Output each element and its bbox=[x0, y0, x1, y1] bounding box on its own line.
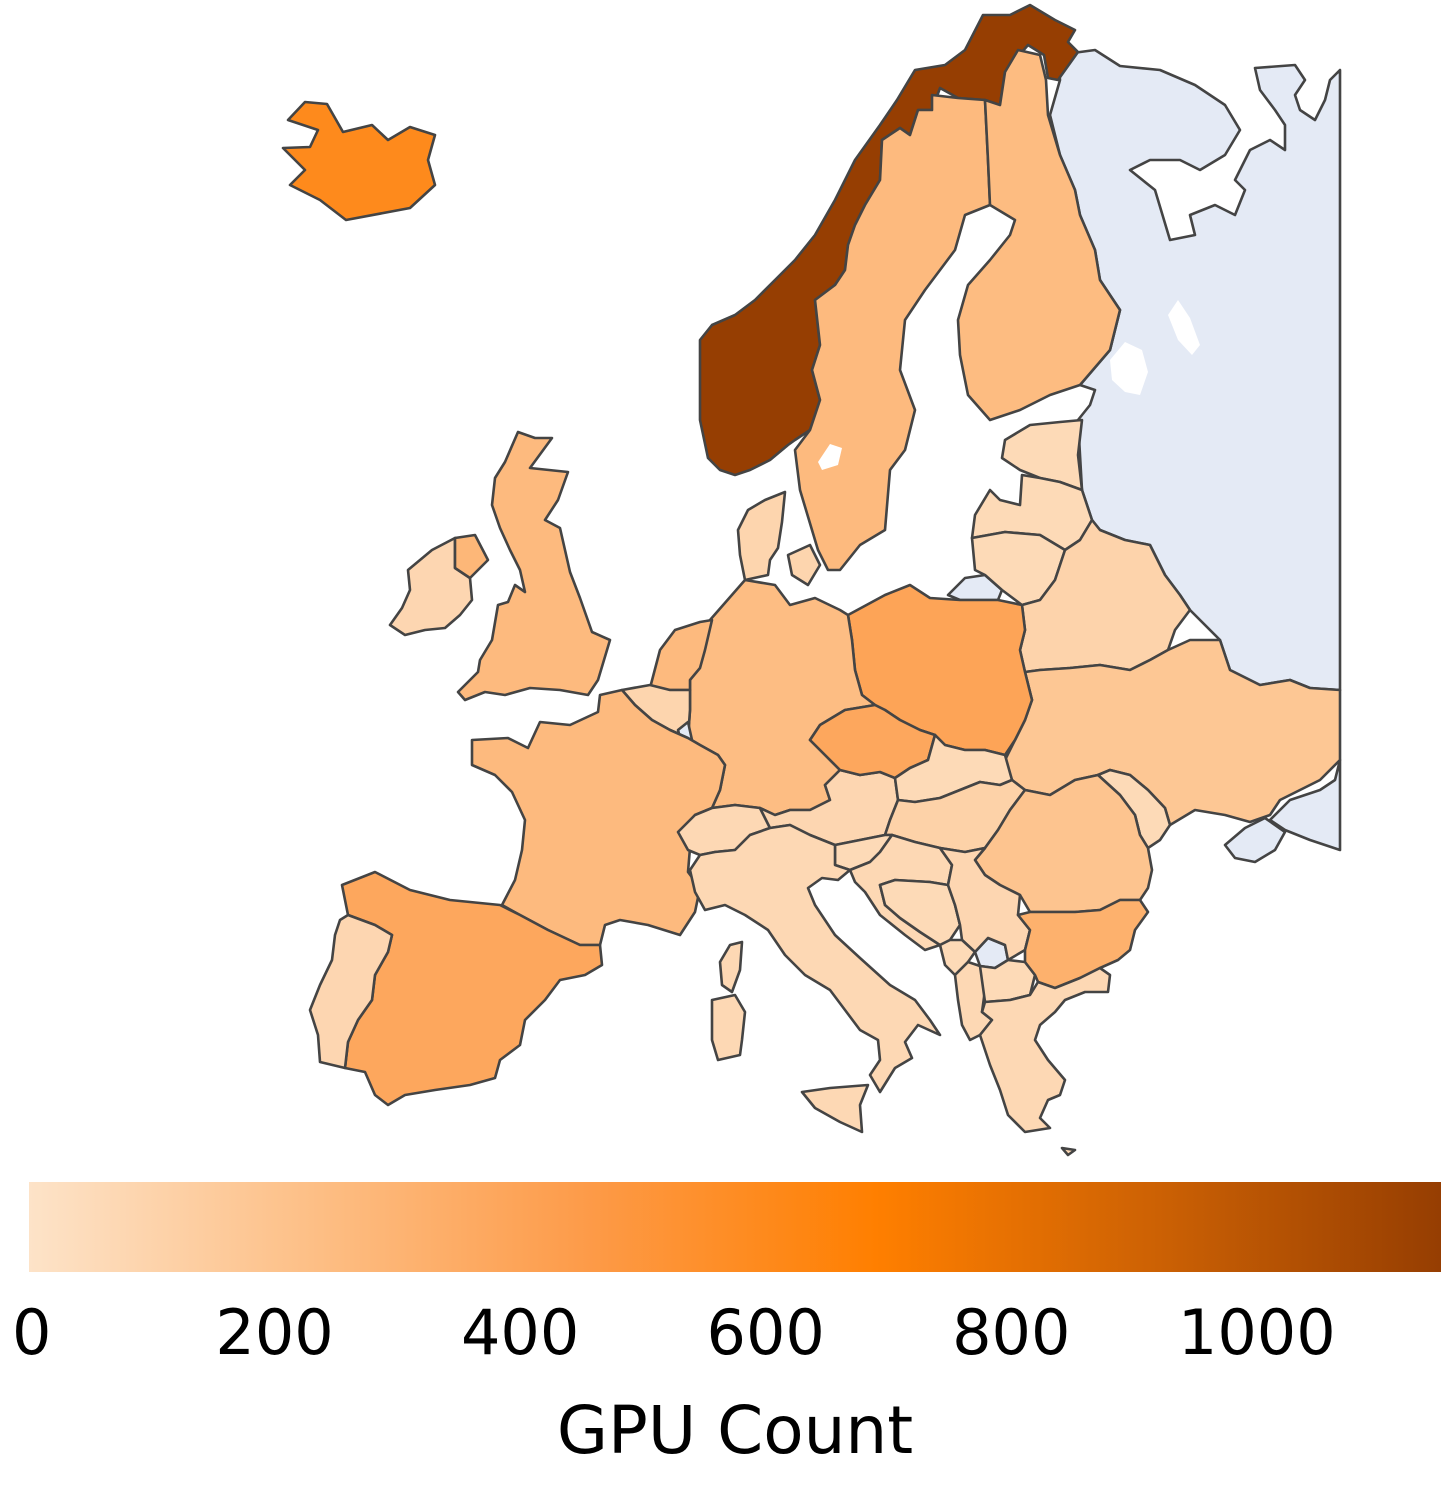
colorbar-tick: 600 bbox=[706, 1296, 825, 1369]
colorbar-tick: 200 bbox=[215, 1296, 334, 1369]
country-iceland bbox=[281, 100, 437, 222]
country-denmark bbox=[736, 490, 787, 582]
country-finland bbox=[956, 48, 1122, 422]
country-montenegro bbox=[938, 938, 977, 977]
country-portugal bbox=[308, 913, 394, 1070]
country-bulgaria bbox=[1016, 898, 1150, 990]
lake-ladoga bbox=[1110, 342, 1148, 395]
colorbar bbox=[29, 1182, 1441, 1272]
lake-onega bbox=[1168, 300, 1200, 355]
country-northern-ireland bbox=[453, 533, 490, 580]
lake-sweden bbox=[818, 444, 842, 470]
country-sweden bbox=[793, 93, 992, 572]
country-russia bbox=[1048, 48, 1342, 692]
colorbar-tick: 800 bbox=[952, 1296, 1071, 1369]
country-france-corsica bbox=[718, 940, 744, 994]
country-denmark-island bbox=[786, 543, 822, 587]
country-turkey-fragment bbox=[1223, 816, 1287, 864]
country-italy-sicily bbox=[800, 1083, 870, 1134]
country-greece bbox=[978, 966, 1112, 1134]
colorbar-tick: 1000 bbox=[1177, 1296, 1336, 1369]
colorbar-title: GPU Count bbox=[556, 1392, 914, 1469]
europe-map bbox=[281, 3, 1342, 1157]
colorbar-tick: 400 bbox=[460, 1296, 580, 1369]
country-greece-island bbox=[1060, 1146, 1077, 1157]
country-united-kingdom bbox=[456, 430, 612, 702]
country-italy bbox=[688, 823, 942, 1094]
country-italy-sardinia bbox=[710, 993, 747, 1062]
colorbar-tick: 0 bbox=[12, 1296, 52, 1369]
country-serbia bbox=[938, 846, 1032, 962]
